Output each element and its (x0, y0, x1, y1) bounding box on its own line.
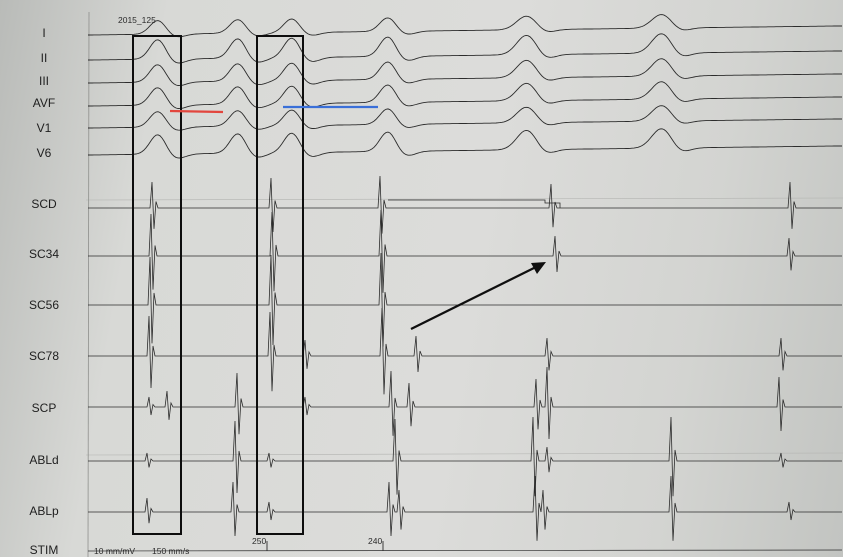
arrow-head (531, 262, 546, 274)
lead-trace-II (88, 33, 842, 64)
lead-label-V6: V6 (36, 146, 52, 160)
channel-trace-SC34 (88, 209, 842, 293)
channel-trace-ABLd (88, 416, 842, 497)
lead-label-V1: V1 (36, 121, 52, 135)
interval-label-second: 240 (368, 536, 383, 546)
lead-trace-I (88, 14, 842, 38)
lead-label-SCD: SCD (31, 197, 57, 211)
channel-trace-SCD (88, 175, 842, 234)
lead-label-ABLp: ABLp (29, 504, 59, 518)
lead-label-ABLd: ABLd (29, 453, 59, 467)
red-interval-line (169, 109, 224, 114)
channel-trace-SC78 (88, 307, 842, 395)
margin-line (87, 11, 90, 557)
ruled-line (85, 452, 843, 456)
stim-baseline (87, 549, 843, 552)
interval-label-first: 250 (252, 536, 267, 546)
lead-label-SC56: SC56 (28, 298, 60, 312)
lead-trace-V1 (88, 105, 842, 131)
lead-trace-III (88, 58, 842, 87)
channel-trace-ABLp (88, 475, 842, 541)
channel-trace-SCP (88, 366, 842, 440)
lead-trace-V6 (88, 128, 842, 159)
lead-label-STIM: STIM (29, 543, 59, 557)
sweep-speed: 150 mm/s (152, 546, 190, 556)
lead-label-AVF: AVF (32, 96, 56, 110)
lead-label-SC78: SC78 (28, 349, 60, 363)
gain-setting: 10 mm/mV (94, 546, 136, 556)
arrow-shaft (410, 265, 539, 330)
lead-label-I: I (42, 26, 46, 40)
ruled-line (85, 197, 843, 201)
lead-label-II: II (40, 51, 48, 65)
annotation-box-first (132, 35, 182, 535)
lead-trace-AVF (88, 81, 842, 110)
lead-label-SCP: SCP (31, 401, 57, 415)
lead-label-SC34: SC34 (28, 247, 60, 261)
lead-label-III: III (38, 74, 49, 88)
recording-id: 2015_125 (118, 15, 156, 25)
scd-step-segment (388, 199, 561, 208)
channel-trace-SC56 (88, 252, 842, 347)
annotation-box-second (256, 35, 304, 535)
